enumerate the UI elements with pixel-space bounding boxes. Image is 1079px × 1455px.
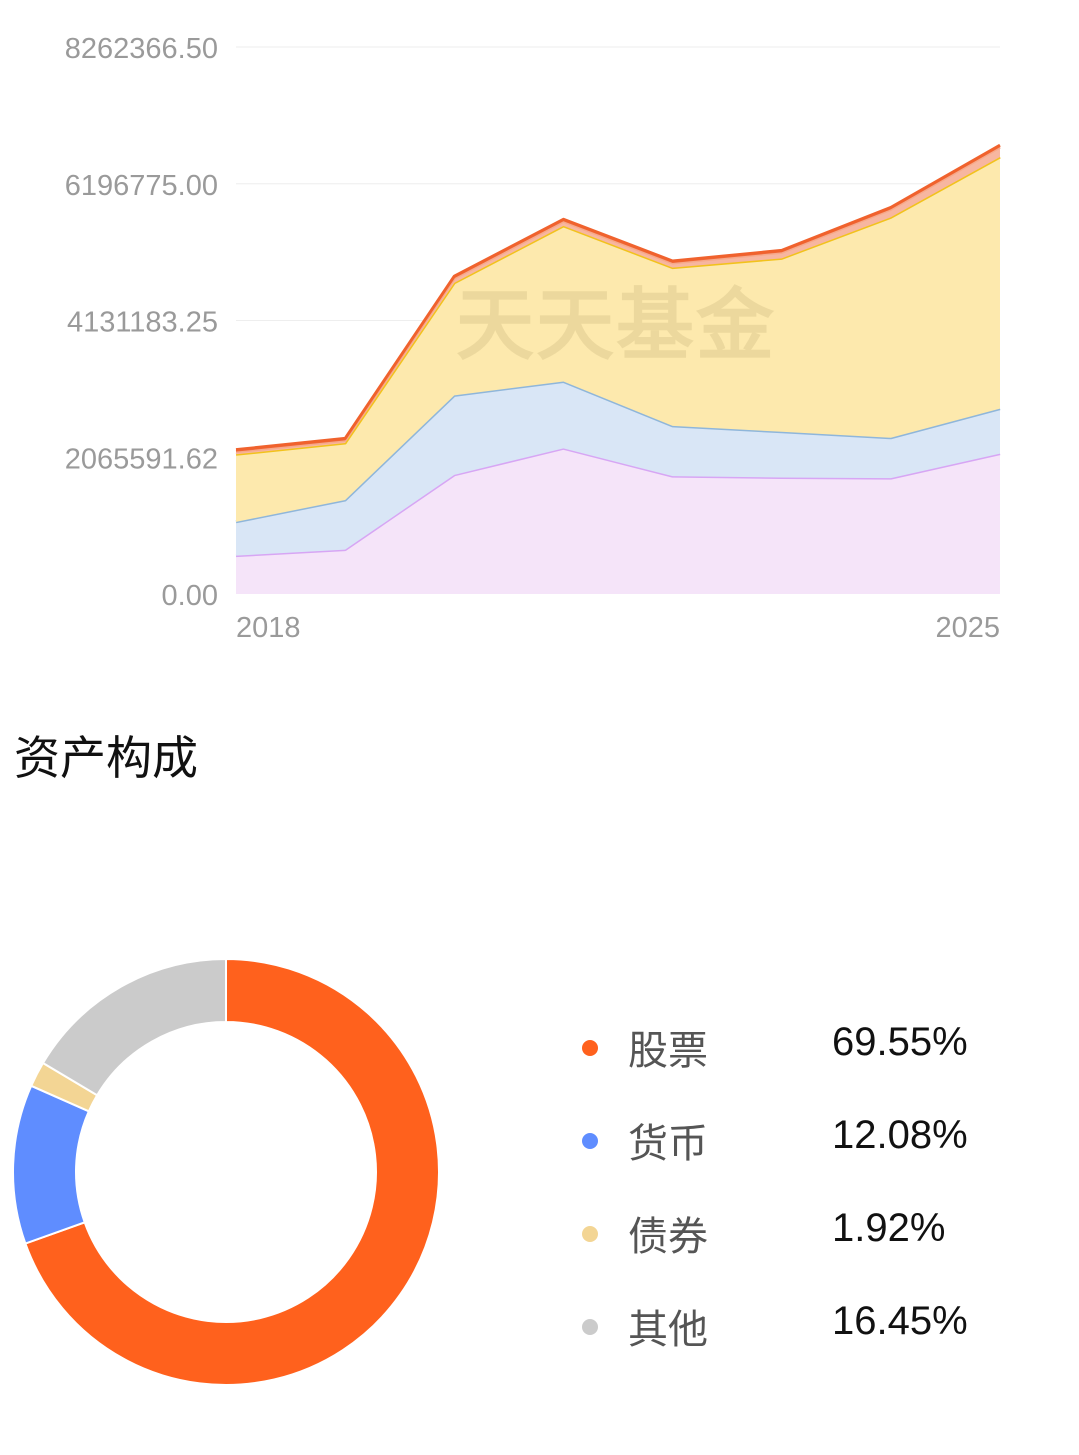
legend-dot-icon bbox=[582, 1319, 598, 1335]
asset-scale-area-chart: 8262366.50 6196775.00 4131183.25 2065591.62… bbox=[65, 33, 1001, 644]
chart-areas bbox=[235, 143, 1001, 594]
legend-dot-icon bbox=[582, 1226, 598, 1242]
donut-legend: 股票 69.55% 货币 12.08% 债券 1.92% 其他 16.45% bbox=[578, 1000, 1058, 1372]
legend-item-bonds[interactable]: 债券 1.92% bbox=[578, 1186, 1058, 1279]
y-tick-label: 6196775.00 bbox=[65, 170, 218, 202]
legend-label: 货币 bbox=[628, 1121, 708, 1167]
donut-slice-3[interactable] bbox=[41, 957, 227, 1097]
legend-label: 债券 bbox=[628, 1214, 708, 1260]
legend-item-other[interactable]: 其他 16.45% bbox=[578, 1279, 1058, 1372]
donut-slice-0[interactable] bbox=[24, 957, 440, 1386]
y-tick-label: 4131183.25 bbox=[67, 307, 218, 339]
legend-item-cash[interactable]: 货币 12.08% bbox=[578, 1093, 1058, 1186]
legend-label: 其他 bbox=[628, 1307, 708, 1353]
x-axis-ticks: 2018 2025 bbox=[236, 612, 1000, 644]
section-title-asset-composition: 资产构成 bbox=[14, 731, 198, 785]
series-4-line bbox=[235, 143, 1001, 452]
legend-item-stocks[interactable]: 股票 69.55% bbox=[578, 1000, 1058, 1093]
y-tick-label: 0.00 bbox=[162, 580, 218, 612]
legend-percentage: 16.45% bbox=[832, 1299, 968, 1343]
legend-percentage: 12.08% bbox=[832, 1113, 968, 1157]
legend-dot-icon bbox=[582, 1040, 598, 1056]
y-tick-label: 2065591.62 bbox=[65, 443, 218, 475]
legend-percentage: 1.92% bbox=[832, 1206, 946, 1250]
y-tick-label: 8262366.50 bbox=[65, 33, 218, 65]
x-tick-label: 2025 bbox=[935, 612, 1000, 644]
legend-dot-icon bbox=[582, 1133, 598, 1149]
legend-percentage: 69.55% bbox=[832, 1020, 968, 1064]
legend-label: 股票 bbox=[628, 1028, 708, 1074]
asset-composition-donut-chart bbox=[12, 957, 440, 1386]
x-tick-label: 2018 bbox=[236, 612, 301, 644]
series-0-area bbox=[236, 448, 1000, 594]
donut-slice-1[interactable] bbox=[12, 1084, 91, 1245]
series-1-area bbox=[236, 381, 1000, 556]
watermark-text: 天天基金 bbox=[456, 280, 776, 371]
y-axis-ticks: 8262366.50 6196775.00 4131183.25 2065591.62… bbox=[65, 33, 218, 612]
